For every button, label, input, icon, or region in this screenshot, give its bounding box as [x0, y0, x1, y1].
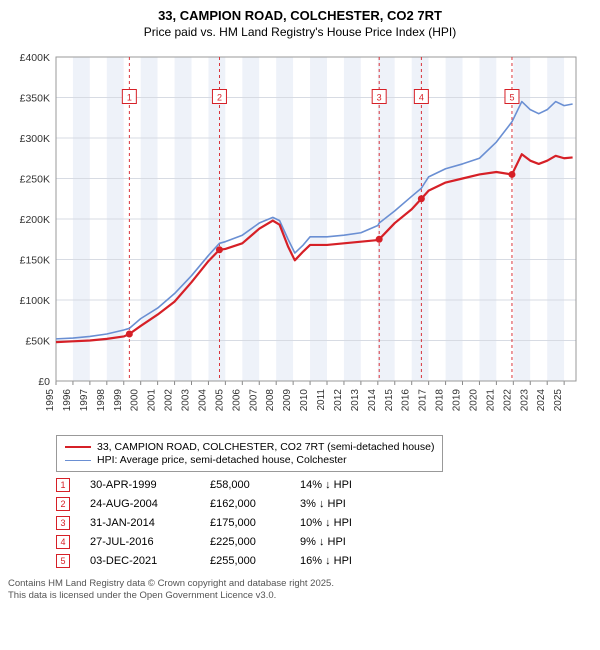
legend-item: HPI: Average price, semi-detached house,…	[65, 454, 434, 466]
sale-row: 3 31-JAN-2014 £175,000 10% ↓ HPI	[56, 516, 596, 530]
chart-title: 33, CAMPION ROAD, COLCHESTER, CO2 7RT	[4, 8, 596, 23]
sale-row: 5 03-DEC-2021 £255,000 16% ↓ HPI	[56, 554, 596, 568]
svg-text:£50K: £50K	[25, 336, 50, 348]
sale-diff: 10% ↓ HPI	[300, 517, 380, 529]
svg-text:2005: 2005	[214, 389, 225, 412]
sale-diff: 3% ↓ HPI	[300, 498, 380, 510]
svg-text:£350K: £350K	[20, 93, 50, 105]
attribution-line: This data is licensed under the Open Gov…	[8, 590, 592, 602]
svg-text:2020: 2020	[468, 389, 479, 412]
svg-text:1: 1	[127, 93, 132, 103]
sale-marker: 3	[56, 516, 70, 530]
svg-text:2017: 2017	[418, 389, 429, 412]
svg-text:£0: £0	[38, 376, 50, 388]
sale-marker: 5	[56, 554, 70, 568]
svg-text:2002: 2002	[164, 389, 175, 412]
svg-text:1999: 1999	[113, 389, 124, 412]
svg-text:2003: 2003	[181, 389, 192, 412]
sale-price: £175,000	[210, 517, 280, 529]
sale-date: 27-JUL-2016	[90, 536, 190, 548]
svg-text:2004: 2004	[197, 389, 208, 412]
svg-text:2014: 2014	[367, 389, 378, 412]
svg-text:2007: 2007	[248, 389, 259, 412]
svg-text:2006: 2006	[231, 389, 242, 412]
chart-svg: £0 £50K £100K £150K £200K £250K £300K £350K £400…	[4, 47, 590, 427]
sales-table: 1 30-APR-1999 £58,000 14% ↓ HPI 2 24-AUG-2004…	[56, 478, 596, 568]
svg-text:£100K: £100K	[20, 295, 50, 307]
legend: 33, CAMPION ROAD, COLCHESTER, CO2 7RT (s…	[56, 435, 443, 472]
svg-text:£200K: £200K	[20, 214, 50, 226]
legend-label: 33, CAMPION ROAD, COLCHESTER, CO2 7RT (s…	[97, 441, 434, 453]
chart-subtitle: Price paid vs. HM Land Registry's House …	[4, 25, 596, 39]
svg-text:2021: 2021	[485, 389, 496, 412]
svg-text:2024: 2024	[536, 389, 547, 412]
svg-text:5: 5	[509, 93, 514, 103]
svg-text:2016: 2016	[401, 389, 412, 412]
sale-price: £162,000	[210, 498, 280, 510]
sale-row: 2 24-AUG-2004 £162,000 3% ↓ HPI	[56, 497, 596, 511]
sale-marker: 1	[56, 478, 70, 492]
svg-text:1996: 1996	[62, 389, 73, 412]
chart-plot: £0 £50K £100K £150K £200K £250K £300K £350K £400…	[4, 47, 596, 427]
svg-text:£300K: £300K	[20, 133, 50, 145]
sale-row: 4 27-JUL-2016 £225,000 9% ↓ HPI	[56, 535, 596, 549]
legend-label: HPI: Average price, semi-detached house,…	[97, 454, 347, 466]
sale-date: 31-JAN-2014	[90, 517, 190, 529]
legend-swatch	[65, 460, 91, 461]
svg-text:2010: 2010	[299, 389, 310, 412]
svg-text:£250K: £250K	[20, 174, 50, 186]
svg-text:4: 4	[419, 93, 424, 103]
legend-swatch	[65, 446, 91, 448]
attribution: Contains HM Land Registry data © Crown c…	[8, 578, 592, 603]
svg-text:2012: 2012	[333, 389, 344, 412]
svg-text:1998: 1998	[96, 389, 107, 412]
svg-text:2025: 2025	[553, 389, 564, 412]
svg-text:2023: 2023	[519, 389, 530, 412]
svg-text:2022: 2022	[502, 389, 513, 412]
sale-date: 30-APR-1999	[90, 479, 190, 491]
svg-text:2000: 2000	[130, 389, 141, 412]
svg-text:2019: 2019	[452, 389, 463, 412]
sale-price: £255,000	[210, 555, 280, 567]
sale-row: 1 30-APR-1999 £58,000 14% ↓ HPI	[56, 478, 596, 492]
sale-price: £225,000	[210, 536, 280, 548]
sale-price: £58,000	[210, 479, 280, 491]
svg-text:2: 2	[217, 93, 222, 103]
sale-diff: 14% ↓ HPI	[300, 479, 380, 491]
svg-text:2011: 2011	[316, 389, 327, 411]
svg-text:2008: 2008	[265, 389, 276, 412]
sale-diff: 16% ↓ HPI	[300, 555, 380, 567]
chart-container: 33, CAMPION ROAD, COLCHESTER, CO2 7RT Pr…	[0, 0, 600, 611]
sale-diff: 9% ↓ HPI	[300, 536, 380, 548]
svg-text:2015: 2015	[384, 389, 395, 412]
sale-marker: 4	[56, 535, 70, 549]
sale-date: 03-DEC-2021	[90, 555, 190, 567]
svg-text:2013: 2013	[350, 389, 361, 412]
legend-item: 33, CAMPION ROAD, COLCHESTER, CO2 7RT (s…	[65, 441, 434, 453]
svg-text:2009: 2009	[282, 389, 293, 412]
attribution-line: Contains HM Land Registry data © Crown c…	[8, 578, 592, 590]
svg-text:£150K: £150K	[20, 255, 50, 267]
sale-date: 24-AUG-2004	[90, 498, 190, 510]
svg-text:1995: 1995	[45, 389, 56, 412]
svg-text:3: 3	[377, 93, 382, 103]
svg-text:£400K: £400K	[20, 52, 50, 64]
svg-text:1997: 1997	[79, 389, 90, 412]
svg-text:2018: 2018	[435, 389, 446, 412]
svg-text:2001: 2001	[147, 389, 158, 412]
sale-marker: 2	[56, 497, 70, 511]
